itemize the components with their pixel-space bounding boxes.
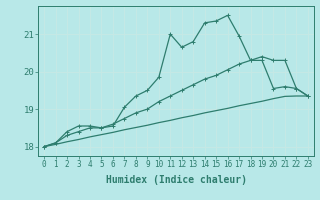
X-axis label: Humidex (Indice chaleur): Humidex (Indice chaleur) xyxy=(106,175,246,185)
